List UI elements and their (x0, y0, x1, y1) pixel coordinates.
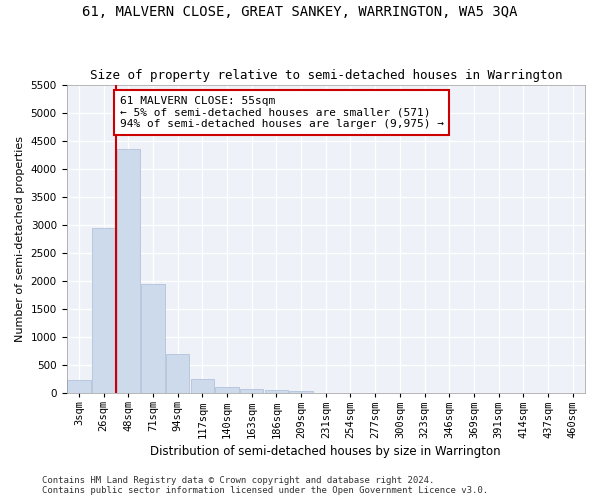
Bar (166, 354, 190, 393)
Bar (191, 378, 214, 393)
Bar (265, 390, 288, 393)
Bar (116, 149, 140, 393)
Text: Contains HM Land Registry data © Crown copyright and database right 2024.
Contai: Contains HM Land Registry data © Crown c… (42, 476, 488, 495)
Text: 61 MALVERN CLOSE: 55sqm
← 5% of semi-detached houses are smaller (571)
94% of se: 61 MALVERN CLOSE: 55sqm ← 5% of semi-det… (119, 96, 443, 129)
Y-axis label: Number of semi-detached properties: Number of semi-detached properties (15, 136, 25, 342)
Text: 61, MALVERN CLOSE, GREAT SANKEY, WARRINGTON, WA5 3QA: 61, MALVERN CLOSE, GREAT SANKEY, WARRING… (82, 5, 518, 19)
Bar (92, 228, 115, 393)
Bar (240, 388, 263, 393)
Bar (314, 392, 337, 393)
Bar (215, 387, 239, 393)
X-axis label: Distribution of semi-detached houses by size in Warrington: Distribution of semi-detached houses by … (151, 444, 501, 458)
Bar (141, 284, 164, 393)
Title: Size of property relative to semi-detached houses in Warrington: Size of property relative to semi-detach… (89, 69, 562, 82)
Bar (67, 380, 91, 393)
Bar (289, 392, 313, 393)
